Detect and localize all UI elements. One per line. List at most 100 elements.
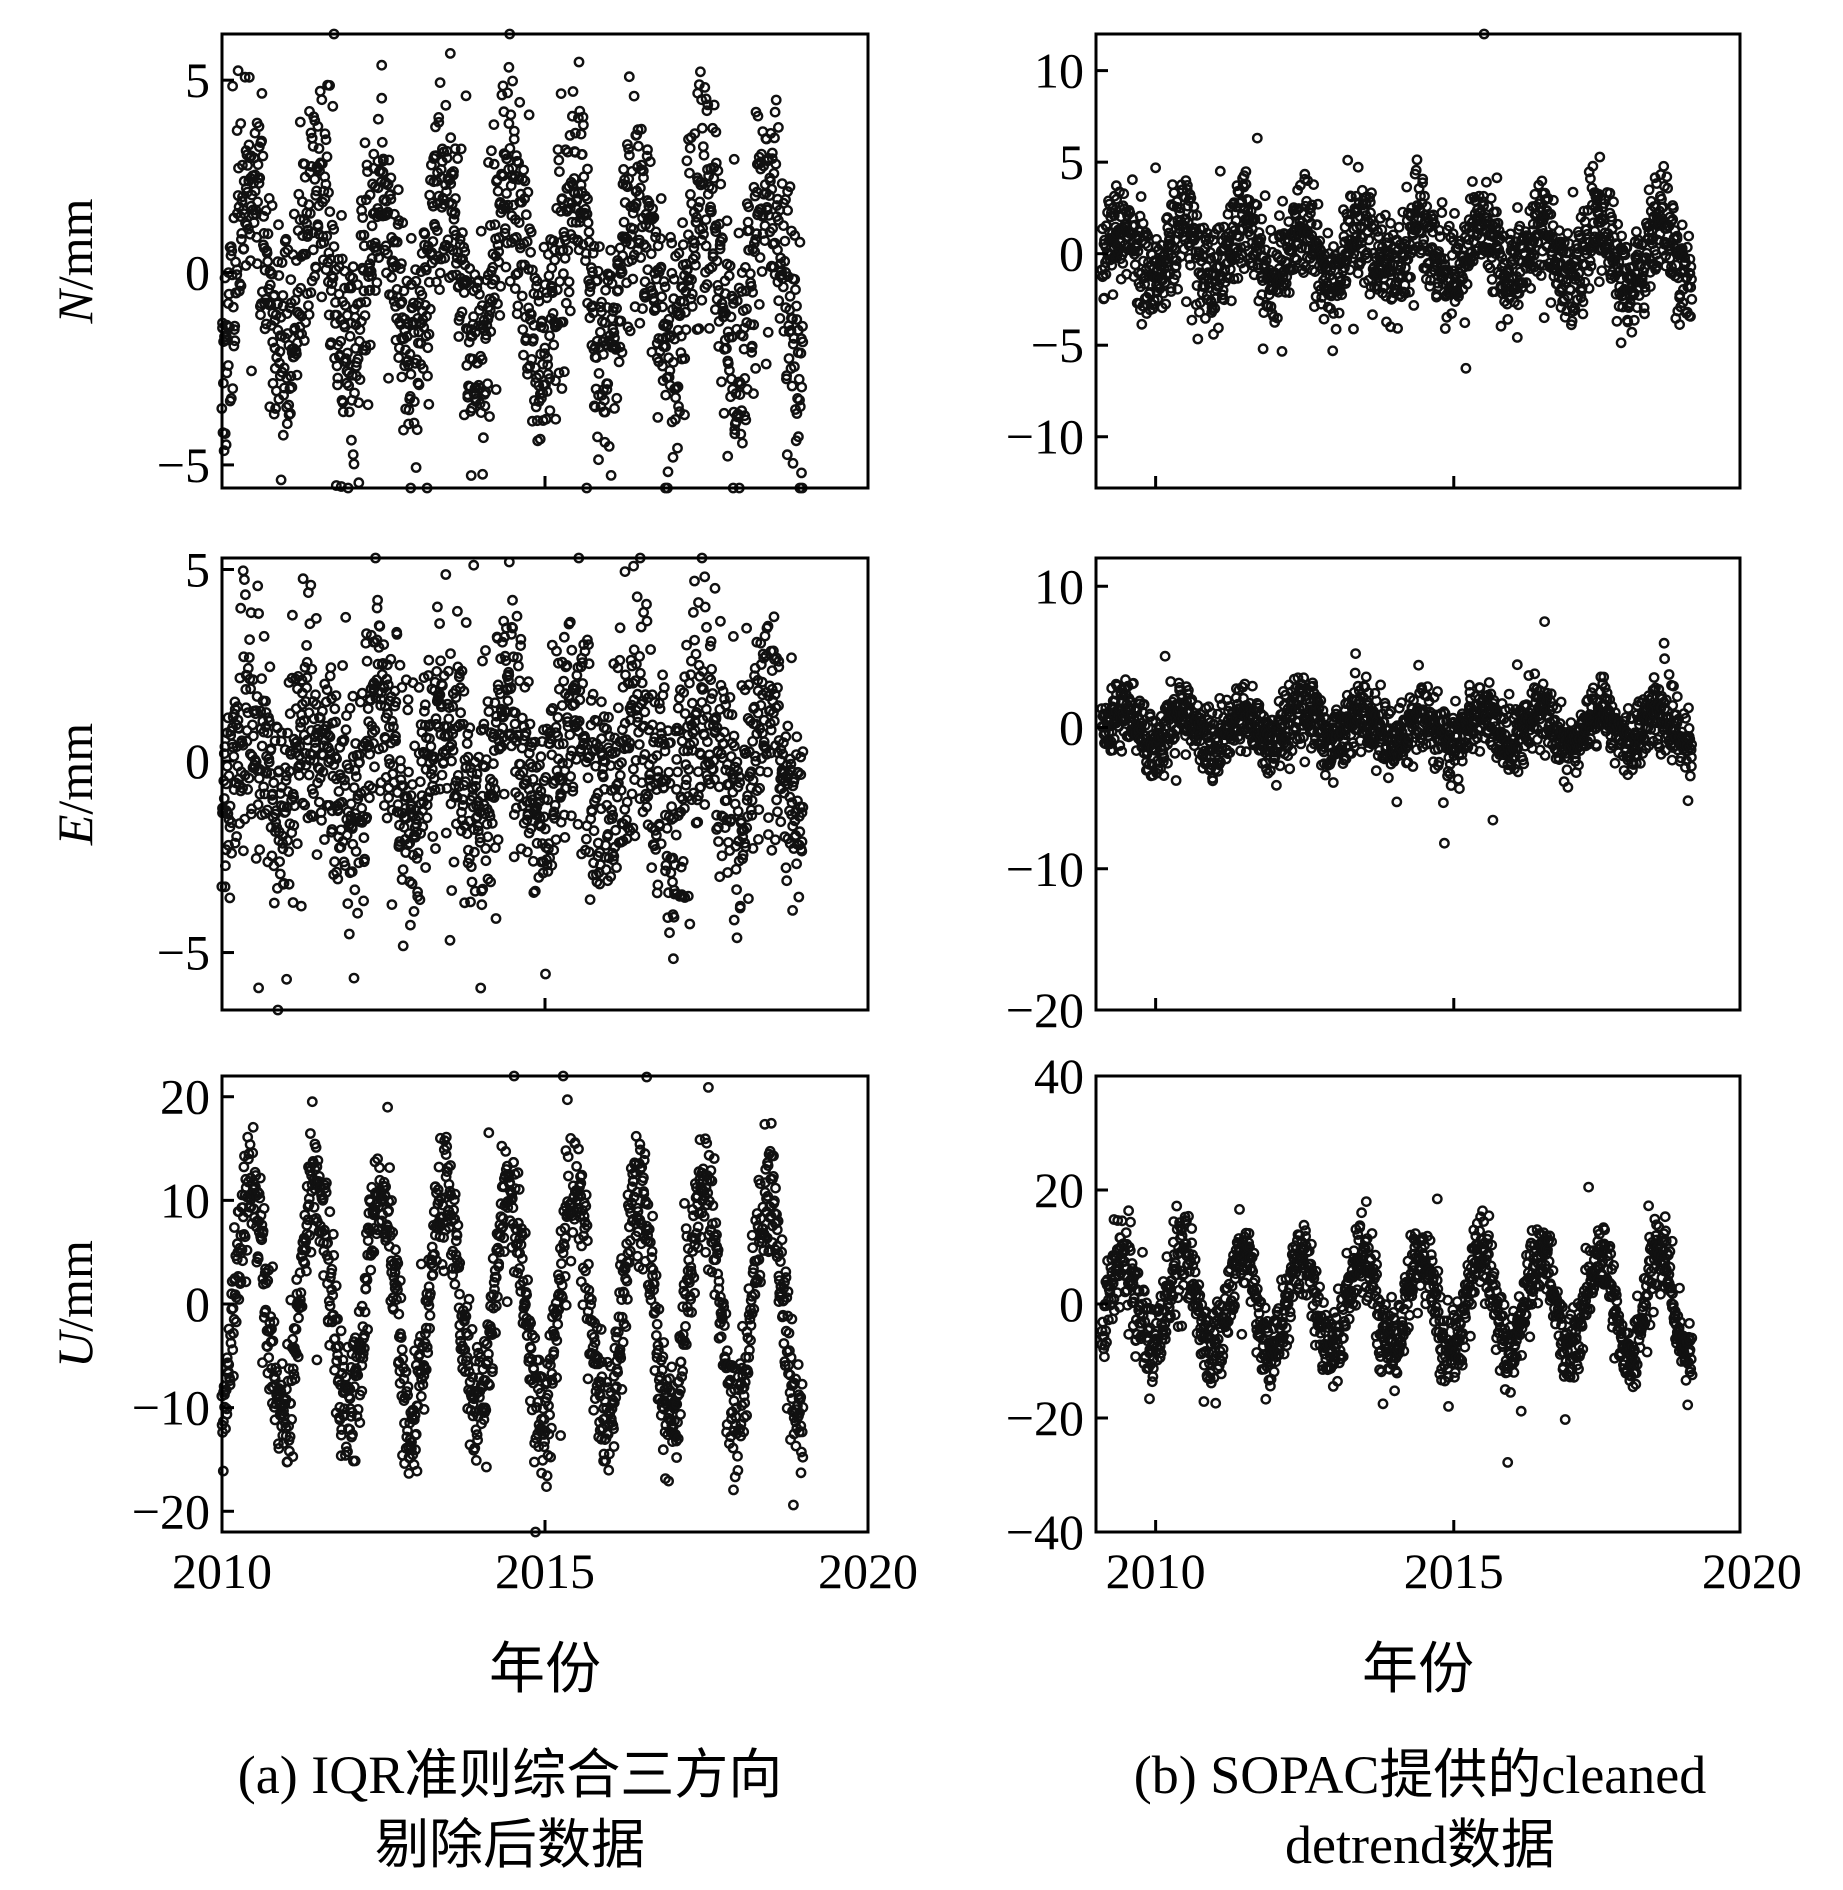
scatter-point	[382, 248, 393, 259]
scatter-point	[565, 1255, 577, 1267]
scatter-point	[218, 445, 230, 457]
scatter-point	[685, 188, 696, 200]
scatter-point	[770, 94, 782, 106]
scatter-point	[637, 165, 649, 177]
scatter-point	[323, 247, 335, 259]
scatter-point	[635, 667, 646, 679]
scatter-point	[763, 812, 774, 823]
scatter-point	[791, 300, 802, 312]
scatter-point	[737, 437, 748, 449]
scatter-point	[312, 121, 324, 132]
scatter-point	[465, 470, 477, 481]
scatter-point	[728, 631, 739, 642]
scatter-point	[402, 318, 414, 330]
scatter-point	[372, 113, 384, 125]
scatter-point	[544, 330, 555, 342]
scatter-point	[398, 285, 410, 297]
scatter-point	[302, 228, 314, 240]
scatter-point	[573, 112, 584, 124]
scatter-point	[570, 127, 581, 139]
scatter-point	[449, 193, 461, 204]
scatter-point	[475, 982, 487, 994]
scatter-point	[347, 261, 359, 273]
scatter-point	[264, 661, 276, 673]
scatter-point	[611, 862, 622, 873]
scatter-point	[786, 380, 798, 392]
scatter-point	[490, 913, 502, 924]
scatter-point	[364, 339, 376, 351]
scatter-point	[340, 724, 352, 736]
scatter-point	[311, 849, 323, 860]
scatter-point	[655, 193, 667, 204]
scatter-point	[397, 940, 409, 952]
scatter-point	[672, 442, 683, 454]
scatter-point	[231, 269, 243, 280]
scatter-point	[652, 411, 664, 423]
scatter-point	[588, 1404, 600, 1416]
scatter-point	[582, 193, 593, 205]
scatter-point	[262, 256, 274, 267]
scatter-point	[556, 383, 568, 394]
scatter-point	[641, 598, 652, 610]
scatter-point	[670, 829, 682, 841]
scatter-point	[332, 372, 344, 384]
scatter-point	[372, 155, 384, 167]
scatter-point	[352, 279, 363, 290]
scatter-point	[402, 694, 414, 705]
scatter-point	[495, 280, 506, 292]
scatter-point	[267, 336, 279, 348]
scatter-point	[253, 982, 265, 994]
scatter-point	[309, 173, 321, 185]
scatter-point	[775, 816, 787, 828]
scatter-point	[641, 615, 653, 627]
scatter-point	[666, 801, 677, 812]
scatter-point	[603, 440, 615, 452]
scatter-point	[451, 605, 463, 617]
scatter-point	[753, 298, 765, 310]
scatter-point	[666, 1361, 678, 1373]
scatter-point	[513, 173, 525, 185]
scatter-point	[716, 376, 727, 388]
scatter-point	[795, 1467, 807, 1479]
scatter-point	[550, 413, 562, 425]
scatter-point	[327, 100, 339, 112]
scatter-point	[535, 751, 547, 763]
scatter-point	[416, 289, 428, 301]
scatter-point	[434, 77, 446, 89]
scatter-point	[345, 434, 357, 446]
scatter-point	[592, 265, 604, 277]
y-axis-label-unit: /mm	[47, 1240, 103, 1332]
scatter-point	[592, 431, 603, 443]
scatter-point	[544, 405, 556, 416]
scatter-point	[382, 1101, 393, 1113]
scatter-point	[225, 241, 237, 253]
scatter-point	[489, 274, 501, 286]
scatter-point	[328, 241, 340, 253]
scatter-point	[587, 266, 598, 278]
scatter-point	[435, 655, 446, 667]
scatter-point	[667, 356, 679, 368]
scatter-point	[647, 213, 658, 225]
scatter-point	[680, 324, 692, 336]
scatter-point	[280, 233, 292, 245]
scatter-point	[301, 217, 312, 229]
scatter-point	[684, 918, 696, 930]
scatter-point	[377, 153, 389, 165]
scatter-point	[655, 233, 666, 245]
scatter-point	[516, 290, 528, 302]
scatter-point	[605, 244, 617, 256]
scatter-point	[362, 399, 374, 411]
scatter-point	[264, 279, 276, 291]
scatter-point	[420, 862, 431, 873]
scatter-point	[680, 306, 691, 318]
scatter-point	[440, 569, 452, 580]
scatter-point	[633, 739, 645, 750]
scatter-point	[487, 758, 499, 770]
scatter-point	[610, 824, 621, 836]
scatter-point	[376, 136, 388, 148]
scatter-point	[647, 1210, 658, 1222]
scatter-point	[339, 780, 351, 791]
scatter-point	[520, 209, 532, 221]
scatter-point	[794, 236, 806, 248]
scatter-point	[251, 258, 263, 270]
